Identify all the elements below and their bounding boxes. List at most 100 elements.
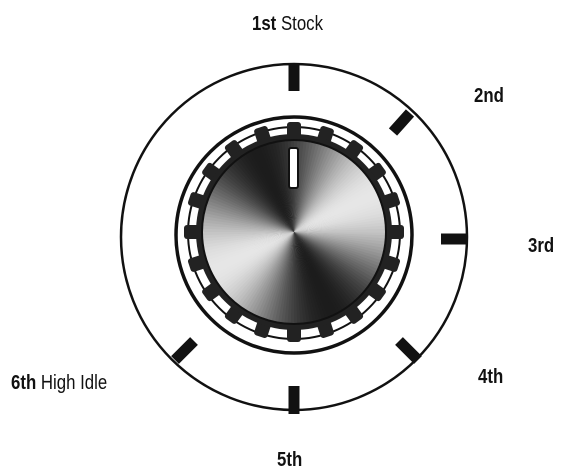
brushed-metal-sector [228, 160, 294, 232]
brushed-metal-sector [294, 232, 311, 324]
brushed-metal-sector [294, 232, 380, 278]
brushed-metal-sector [293, 232, 298, 324]
brushed-metal-sector [294, 157, 356, 232]
brushed-metal-sector [205, 232, 294, 271]
brushed-metal-sector [294, 181, 377, 232]
brushed-metal-sector [243, 149, 294, 232]
brushed-metal-sector [240, 232, 294, 313]
brushed-metal-sector [211, 232, 294, 283]
brushed-metal-sector [214, 232, 294, 288]
brushed-metal-sector [213, 178, 294, 232]
brushed-metal-sector [203, 232, 294, 265]
brushed-metal-sector [202, 232, 294, 255]
knob-face-rim [201, 139, 387, 325]
brushed-metal-sector [245, 232, 294, 316]
brushed-metal-sector [240, 151, 294, 232]
brushed-metal-sector [294, 228, 386, 233]
brushed-metal-sector [294, 232, 339, 318]
brushed-metal-sector [217, 172, 294, 232]
brushed-metal-sector [294, 196, 384, 232]
brushed-metal-sector [202, 232, 294, 262]
brushed-metal-sector [294, 187, 380, 232]
brushed-metal-sector [261, 141, 294, 232]
brushed-metal-sector [294, 232, 327, 323]
brushed-metal-sector [294, 202, 386, 232]
brushed-metal-sector [294, 232, 317, 324]
brushed-metal-sector [225, 163, 294, 232]
brushed-metal-sector [220, 232, 294, 296]
position-number: 3rd [528, 235, 555, 257]
position-label-4th: 4th [478, 367, 503, 387]
position-label-5th: 5th [277, 450, 302, 470]
brushed-metal-sector [208, 232, 294, 277]
brushed-metal-sector [210, 183, 294, 232]
brushed-metal-sector [294, 212, 386, 232]
brushed-metal-sector [294, 149, 345, 232]
brushed-metal-sector [294, 232, 363, 301]
brushed-metal-sector [294, 145, 337, 232]
brushed-metal-sector [237, 232, 294, 311]
brushed-metal-sector [227, 232, 294, 303]
tick-position-2 [388, 109, 415, 136]
brushed-metal-sector [294, 232, 360, 304]
brushed-metal-sector [202, 232, 294, 249]
brushed-metal-sector [274, 140, 294, 232]
brushed-metal-sector [294, 209, 386, 232]
position-description: Stock [280, 13, 323, 35]
brushed-metal-sector [223, 165, 294, 232]
brushed-metal-sector [294, 184, 379, 232]
brushed-metal-sector [294, 232, 308, 324]
brushed-metal-sector [294, 232, 369, 294]
brushed-metal-sector [267, 140, 294, 232]
brushed-metal-sector [238, 152, 294, 232]
brushed-metal-sector [246, 147, 294, 232]
knob-pointer-indicator [288, 147, 299, 189]
brushed-metal-sector [221, 167, 294, 232]
brushed-metal-sector [202, 232, 294, 252]
position-ticks [171, 65, 467, 414]
brushed-metal-sector [294, 232, 345, 315]
brushed-metal-sector [294, 225, 386, 232]
brushed-metal-sector [209, 232, 294, 280]
brushed-metal-sector [294, 232, 321, 324]
brushed-metal-sector [294, 148, 343, 232]
brushed-metal-sector [232, 232, 294, 307]
brushed-metal-sector [211, 181, 294, 232]
position-label-2nd: 2nd [474, 86, 504, 106]
position-number: 1st [252, 13, 277, 35]
brushed-metal-sector [202, 231, 294, 236]
brushed-metal-sector [280, 140, 294, 232]
brushed-metal-sector [294, 232, 324, 324]
position-number: 5th [277, 449, 303, 471]
brushed-metal-sector [294, 232, 356, 308]
brushed-metal-sector [294, 232, 348, 313]
brushed-metal-sector [294, 232, 301, 324]
brushed-metal-sector [202, 232, 294, 242]
brushed-metal-sector [202, 232, 294, 246]
brushed-metal-sector [255, 143, 294, 232]
brushed-metal-sector [294, 232, 381, 275]
position-number: 6th [11, 372, 37, 394]
brushed-metal-sector [243, 232, 294, 315]
brushed-metal-sector [294, 205, 386, 232]
brushed-metal-sector [294, 161, 361, 232]
brushed-metal-sector [294, 232, 365, 299]
brushed-metal-sector [234, 232, 294, 309]
brushed-metal-sector [218, 232, 294, 294]
brushed-metal-sector [294, 173, 372, 232]
brushed-metal-sector [232, 156, 294, 232]
position-number: 2nd [474, 85, 504, 107]
brushed-metal-sector [258, 142, 294, 232]
brushed-metal-sector [271, 140, 294, 232]
position-label-3rd: 3rd [528, 236, 554, 256]
brushed-metal-sector [249, 146, 294, 232]
brushed-metal-sector [294, 159, 359, 232]
brushed-metal-sector [294, 218, 386, 232]
brushed-metal-sector [294, 232, 367, 297]
brushed-metal-sector [264, 140, 294, 232]
brushed-metal-sector [216, 232, 294, 291]
position-label-1st: 1st Stock [252, 14, 323, 34]
brushed-metal-sector [294, 232, 353, 310]
brushed-metal-sector [294, 153, 351, 232]
brushed-metal-sector [294, 232, 336, 320]
